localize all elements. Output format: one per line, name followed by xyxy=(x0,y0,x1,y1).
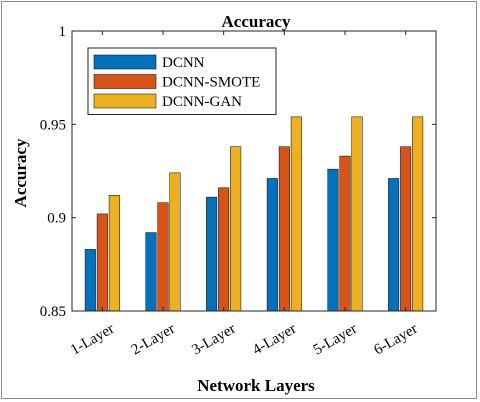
x-tick-label: 1-Layer xyxy=(68,321,117,359)
x-tick-label: 3-Layer xyxy=(189,321,238,359)
chart-title: Accuracy xyxy=(222,12,291,31)
bar-dcnn-gan-6 xyxy=(412,116,424,312)
legend-label-dcnn: DCNN xyxy=(162,55,205,71)
bar-dcnn-gan-1 xyxy=(108,195,120,312)
y-tick-label: 0.85 xyxy=(40,304,66,320)
bar-dcnn-smote-6 xyxy=(400,146,412,312)
bar-dcnn-gan-5 xyxy=(351,116,363,312)
bar-dcnn-1 xyxy=(84,249,96,312)
y-tick-label: 1 xyxy=(59,24,67,40)
bars-layer xyxy=(84,116,424,312)
legend: DCNN DCNN-SMOTE DCNN-GAN xyxy=(87,47,277,115)
bar-dcnn-gan-4 xyxy=(290,116,302,312)
x-tick-label: 4-Layer xyxy=(250,321,299,359)
bar-dcnn-smote-3 xyxy=(218,187,230,312)
axes-layer xyxy=(71,30,437,312)
x-tick-label: 6-Layer xyxy=(371,321,420,359)
x-tick-label: 2-Layer xyxy=(129,321,178,359)
legend-swatch-dcnn-smote xyxy=(93,74,157,89)
bar-dcnn-smote-5 xyxy=(339,155,351,312)
bar-dcnn-6 xyxy=(388,178,400,312)
legend-label-dcnn-gan: DCNN-GAN xyxy=(162,94,242,110)
legend-swatch-dcnn xyxy=(93,54,157,70)
bar-dcnn-gan-3 xyxy=(230,146,242,312)
bar-dcnn-smote-2 xyxy=(157,202,169,312)
plot-area-box xyxy=(71,30,437,312)
legend-swatch-dcnn-gan xyxy=(93,93,157,109)
bar-dcnn-gan-2 xyxy=(169,172,181,312)
y-tick-label: 0.9 xyxy=(47,211,66,227)
bar-dcnn-5 xyxy=(327,168,339,312)
bar-dcnn-3 xyxy=(206,196,218,312)
legend-label-dcnn-smote: DCNN-SMOTE xyxy=(162,75,260,91)
bar-dcnn-smote-1 xyxy=(96,213,108,312)
y-axis-label: Accuracy xyxy=(11,138,30,207)
bar-dcnn-2 xyxy=(145,232,157,312)
bar-dcnn-4 xyxy=(266,178,278,312)
y-tick-label: 0.95 xyxy=(40,117,66,133)
bar-dcnn-smote-4 xyxy=(278,146,290,312)
x-tick-label: 5-Layer xyxy=(311,321,360,359)
x-axis-label: Network Layers xyxy=(197,376,315,395)
